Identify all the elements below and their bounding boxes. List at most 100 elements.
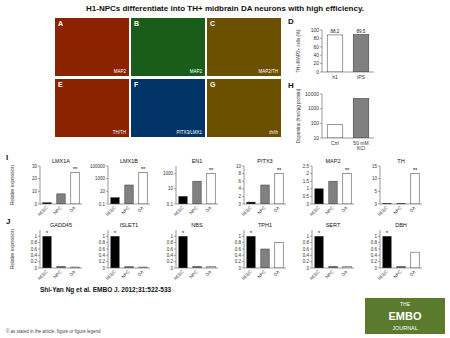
x-tick-label: NPC (188, 269, 199, 280)
bar (275, 174, 283, 204)
y-tick (174, 204, 176, 205)
subplot-title: EN1 (192, 158, 203, 164)
bar-chart: 0246810hESCNPCDAPITX3** (236, 158, 286, 217)
x-tick-label: DA (341, 269, 349, 277)
x-tick-label: hESC (173, 269, 185, 281)
y-tick-label: 2 (306, 171, 309, 176)
y-tick-label: 10 (313, 135, 319, 141)
image-panel: BMAP2 (131, 18, 205, 76)
bar (343, 174, 351, 204)
subplot-title: TPH1 (258, 222, 272, 228)
y-tick (378, 178, 380, 179)
x-axis (176, 204, 218, 205)
y-tick (310, 204, 312, 205)
y-axis (244, 166, 245, 204)
y-axis (322, 94, 323, 138)
y-tick-label: 0.8 (235, 240, 242, 245)
y-tick (106, 249, 108, 250)
panel-letter: J (6, 217, 10, 226)
image-area (131, 79, 205, 137)
significance-mark: * (46, 230, 49, 236)
image-label: th/th (269, 130, 278, 135)
x-tick-label: DA (137, 205, 145, 213)
panel-letter: I (6, 153, 8, 162)
y-tick (378, 236, 380, 237)
y-tick-label: 10 (168, 186, 174, 191)
panel-letter: G (210, 81, 216, 88)
y-tick-label: 0.8 (99, 240, 106, 245)
y-tick-label: 0.2 (303, 259, 310, 264)
bar (43, 236, 51, 268)
logo-text: EMBO (389, 310, 422, 322)
y-tick (106, 268, 108, 269)
y-tick-label: 0.2 (99, 259, 106, 264)
y-tick (242, 236, 244, 237)
x-tick-label: DA (69, 269, 77, 277)
subplot-title: DBH (395, 222, 407, 228)
bar (111, 198, 119, 204)
bar (179, 196, 187, 204)
x-tick-label: DA (205, 269, 213, 277)
y-tick-label: 8 (238, 171, 241, 176)
y-tick (242, 188, 244, 189)
y-axis (322, 30, 323, 72)
x-tick-label: 50 mMKCl (353, 140, 368, 152)
panel-letter: D (288, 17, 294, 26)
bar (247, 236, 255, 268)
y-tick-label: 0.6 (371, 247, 378, 252)
significance-mark: ** (277, 167, 282, 173)
bar-chart: 020406080100h1iPS88.289.5TH+/MAP2+ cells… (288, 17, 374, 80)
y-tick (378, 268, 380, 269)
y-tick (242, 196, 244, 197)
significance-mark: * (386, 230, 389, 236)
y-tick (310, 236, 312, 237)
y-tick-label: 0 (374, 202, 377, 207)
y-tick (310, 242, 312, 243)
y-tick-label: 0.4 (167, 253, 174, 258)
image-panel: FPITX3/LMX1 (131, 79, 205, 137)
subplot-title: NBS (191, 222, 203, 228)
significance-mark: * (250, 230, 253, 236)
image-panel: ETH/TH (55, 79, 129, 137)
y-tick-label: 1000 (95, 176, 106, 181)
y-tick (38, 178, 40, 179)
x-tick-label: DA (273, 269, 281, 277)
y-tick-label: 30 (32, 164, 38, 169)
y-tick-label: 6 (238, 179, 241, 184)
y-tick-label: 2.5 (303, 164, 310, 169)
x-tick-label: DA (341, 205, 349, 213)
y-tick-label: 0.6 (235, 247, 242, 252)
x-tick-label: NPC (256, 205, 267, 216)
data-label: 89.5 (357, 29, 366, 34)
x-tick-label: DA (69, 205, 77, 213)
x-tick-label: NPC (120, 205, 131, 216)
y-tick (174, 261, 176, 262)
y-tick (174, 249, 176, 250)
bars (327, 34, 369, 72)
y-tick-label: 10 (100, 189, 106, 194)
image-label: PITX3/LMX1 (176, 130, 202, 135)
bar (261, 185, 269, 204)
bar-chart: 00.511.522.5hESCNPCDAMAP2** (303, 158, 354, 217)
y-tick (38, 242, 40, 243)
y-tick (174, 236, 176, 237)
image-panel: Gth/th (207, 79, 281, 137)
y-tick-label: 100 (311, 120, 320, 126)
y-tick (378, 166, 380, 167)
significance-mark: ** (141, 166, 146, 172)
image-area (131, 18, 205, 76)
y-tick-label: 0.8 (303, 240, 310, 245)
significance-mark: ** (73, 166, 78, 172)
y-tick (242, 204, 244, 205)
y-tick (242, 166, 244, 167)
bars (111, 172, 147, 204)
citation: Shi-Yan Ng et al. EMBO J. 2012;31:522-53… (40, 286, 172, 294)
y-tick-label: 10000 (305, 91, 319, 97)
y-tick-label: 0 (238, 266, 241, 271)
y-tick-label: 0 (170, 266, 173, 271)
x-tick-label: NPC (188, 205, 199, 216)
y-tick-label: 0.2 (235, 259, 242, 264)
y-axis (108, 166, 109, 204)
bar (327, 125, 343, 138)
bars (327, 98, 369, 138)
